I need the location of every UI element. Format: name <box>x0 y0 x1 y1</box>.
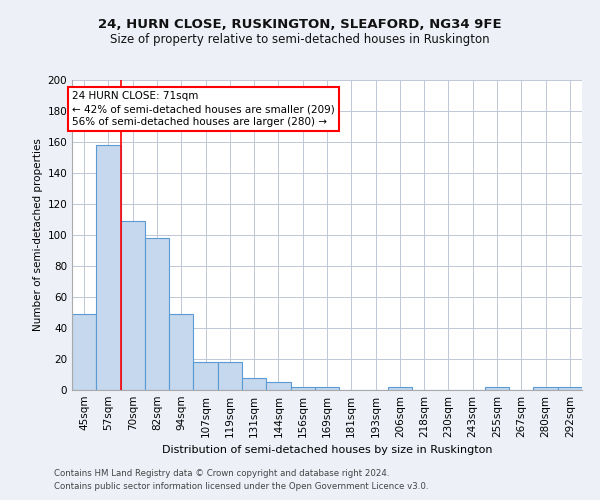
Text: 24 HURN CLOSE: 71sqm
← 42% of semi-detached houses are smaller (209)
56% of semi: 24 HURN CLOSE: 71sqm ← 42% of semi-detac… <box>72 91 335 127</box>
Bar <box>242 378 266 390</box>
Text: Size of property relative to semi-detached houses in Ruskington: Size of property relative to semi-detach… <box>110 32 490 46</box>
Bar <box>72 314 96 390</box>
Bar <box>121 221 145 390</box>
Bar <box>315 387 339 390</box>
Bar <box>485 387 509 390</box>
Text: 24, HURN CLOSE, RUSKINGTON, SLEAFORD, NG34 9FE: 24, HURN CLOSE, RUSKINGTON, SLEAFORD, NG… <box>98 18 502 30</box>
X-axis label: Distribution of semi-detached houses by size in Ruskington: Distribution of semi-detached houses by … <box>162 446 492 456</box>
Bar <box>533 387 558 390</box>
Bar <box>193 362 218 390</box>
Bar <box>388 387 412 390</box>
Bar <box>96 145 121 390</box>
Text: Contains HM Land Registry data © Crown copyright and database right 2024.: Contains HM Land Registry data © Crown c… <box>54 468 389 477</box>
Y-axis label: Number of semi-detached properties: Number of semi-detached properties <box>33 138 43 332</box>
Bar <box>218 362 242 390</box>
Bar <box>266 382 290 390</box>
Bar <box>145 238 169 390</box>
Text: Contains public sector information licensed under the Open Government Licence v3: Contains public sector information licen… <box>54 482 428 491</box>
Bar <box>290 387 315 390</box>
Bar <box>169 314 193 390</box>
Bar <box>558 387 582 390</box>
